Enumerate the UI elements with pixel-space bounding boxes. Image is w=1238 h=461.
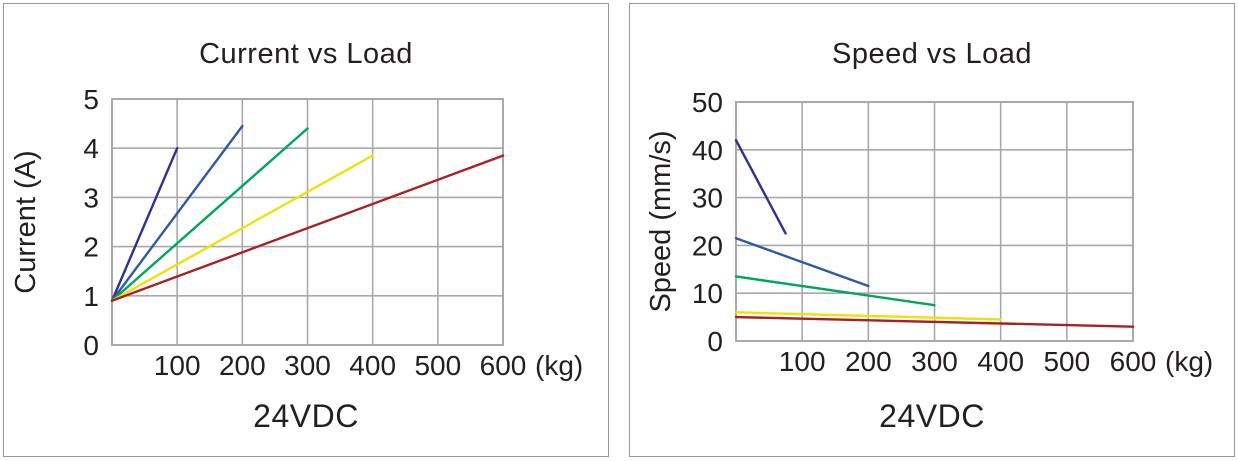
x-tick-label: 100 xyxy=(154,350,201,381)
y-tick-label: 10 xyxy=(692,278,723,309)
chart-title-speed: Speed vs Load xyxy=(832,38,1032,70)
series-green-line xyxy=(734,275,936,307)
y-tick-label: 0 xyxy=(707,326,723,357)
x-tick-label: 200 xyxy=(845,346,892,377)
series-dark-red-line xyxy=(110,154,505,302)
y-axis-label: Current (A) xyxy=(10,150,42,293)
current-vs-load-chart: 0 1 2 3 4 5 100 200 300 400 500 600 (kg) Current (A) xyxy=(10,84,583,381)
series-navy-line xyxy=(110,146,179,302)
series-yellow-line xyxy=(734,311,1002,321)
series-yellow-line xyxy=(110,154,374,302)
x-tick-label: 400 xyxy=(977,346,1024,377)
voltage-caption-speed: 24VDC xyxy=(879,398,985,434)
series-green-line xyxy=(110,127,309,302)
series-navy-line xyxy=(734,139,787,235)
voltage-caption-current: 24VDC xyxy=(253,398,359,434)
x-tick-label: 600 xyxy=(480,350,527,381)
x-unit-label: (kg) xyxy=(535,350,583,381)
y-tick-label: 3 xyxy=(83,182,99,213)
x-tick-label: 600 xyxy=(1110,346,1157,377)
chart-title-current: Current vs Load xyxy=(199,38,413,70)
y-tick-label: 5 xyxy=(83,84,99,115)
y-tick-label: 20 xyxy=(692,230,723,261)
y-tick-label: 40 xyxy=(692,135,723,166)
x-tick-label: 300 xyxy=(911,346,958,377)
y-tick-label: 1 xyxy=(83,281,99,312)
y-axis-label: Speed (mm/s) xyxy=(645,130,677,312)
speed-vs-load-chart: 0 10 20 30 40 50 100 200 300 400 500 600 (kg) Speed (… xyxy=(645,87,1213,377)
series-blue-line xyxy=(110,124,244,302)
y-tick-label: 2 xyxy=(83,232,99,263)
x-tick-label: 300 xyxy=(284,350,331,381)
plot-border xyxy=(735,101,1134,342)
current-vs-load-panel: Current vs Load 0 1 2 3 4 5 100 200 300 400 500 600… xyxy=(3,3,609,457)
x-unit-label: (kg) xyxy=(1165,346,1213,377)
series-blue-line xyxy=(734,237,870,288)
x-tick-label: 500 xyxy=(414,350,461,381)
series-dark-red-line xyxy=(734,315,1135,328)
y-tick-label: 30 xyxy=(692,183,723,214)
x-tick-label: 100 xyxy=(779,346,826,377)
x-tick-label: 500 xyxy=(1043,346,1090,377)
x-tick-label: 200 xyxy=(219,350,266,381)
x-tick-label: 400 xyxy=(349,350,396,381)
speed-vs-load-panel: Speed vs Load 0 10 20 30 40 50 100 200 300 400 500… xyxy=(629,3,1235,457)
y-tick-label: 0 xyxy=(83,330,99,361)
y-tick-label: 4 xyxy=(83,133,99,164)
y-tick-label: 50 xyxy=(692,87,723,118)
plot-border xyxy=(111,98,504,346)
